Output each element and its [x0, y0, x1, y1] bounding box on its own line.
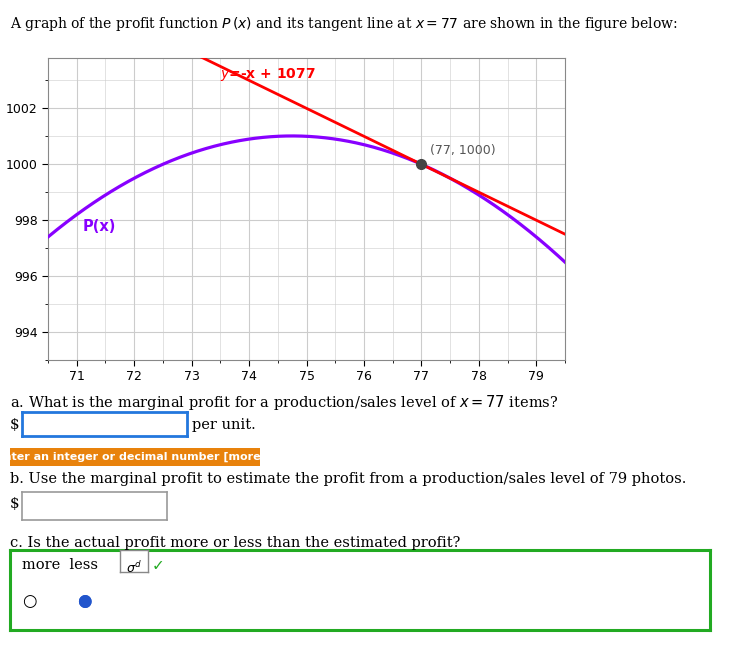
Text: P(x): P(x) — [82, 219, 116, 234]
Text: more  less: more less — [22, 558, 98, 572]
Text: per unit.: per unit. — [192, 418, 256, 432]
Text: A graph of the profit function $P\,(x)$ and its tangent line at $x = 77$ are sho: A graph of the profit function $P\,(x)$ … — [10, 15, 678, 33]
Text: $: $ — [10, 497, 20, 511]
Text: (77, 1000): (77, 1000) — [430, 144, 495, 158]
Text: b. Use the marginal profit to estimate the profit from a production/sales level : b. Use the marginal profit to estimate t… — [10, 472, 686, 486]
Text: $\sigma^d$: $\sigma^d$ — [126, 560, 142, 576]
Text: Enter an integer or decimal number [more..]: Enter an integer or decimal number [more… — [0, 452, 274, 462]
Text: $y$=-x + 1077: $y$=-x + 1077 — [220, 66, 316, 83]
Text: ✓: ✓ — [152, 558, 165, 573]
Text: a. What is the marginal profit for a production/sales level of $x = 77$ items?: a. What is the marginal profit for a pro… — [10, 393, 559, 412]
Text: ●: ● — [77, 592, 91, 610]
Text: $: $ — [10, 418, 20, 432]
Text: ○: ○ — [77, 592, 91, 610]
Text: c. Is the actual profit more or less than the estimated profit?: c. Is the actual profit more or less tha… — [10, 536, 460, 550]
Text: ○: ○ — [22, 592, 37, 610]
